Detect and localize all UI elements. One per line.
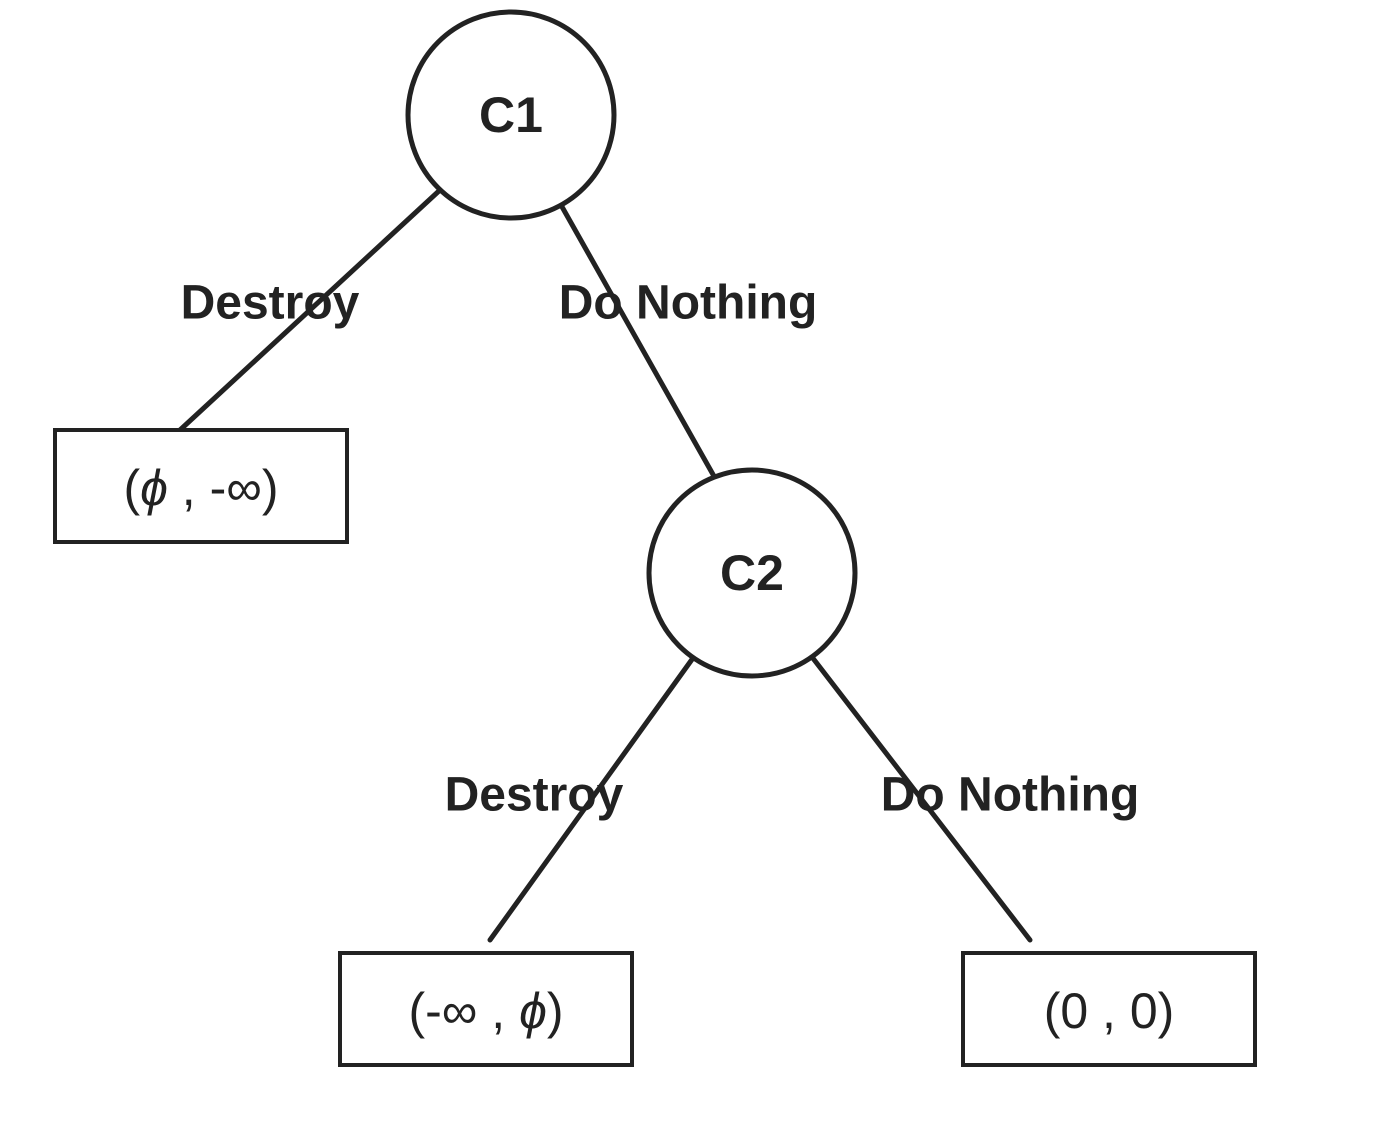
edge-label: Do Nothing [881, 769, 1140, 822]
decision-node-label: C1 [479, 87, 543, 143]
edge-label: Destroy [445, 769, 624, 822]
game-tree-diagram: Destroy Do Nothing Destroy Do Nothing C1 C2 (ϕ… [0, 0, 1400, 1126]
tree-edge [561, 205, 715, 478]
edge-label: Do Nothing [559, 277, 818, 330]
edge-label: Destroy [181, 277, 360, 330]
decision-node-label: C2 [720, 545, 784, 601]
payoff-label: (0 , 0) [1044, 983, 1175, 1039]
payoff-label: (-∞ , ϕ) [408, 983, 563, 1039]
payoff-label: (ϕ , -∞) [123, 460, 278, 516]
